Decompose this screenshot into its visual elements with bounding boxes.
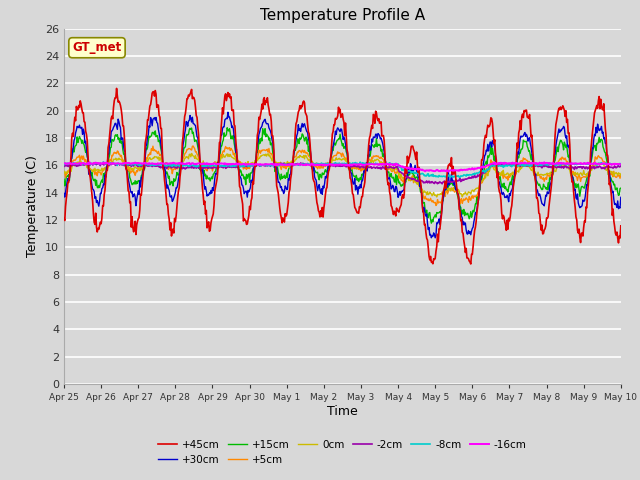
Line: -16cm: -16cm [64,162,621,171]
Line: +30cm: +30cm [64,112,621,238]
Legend: +45cm, +30cm, +15cm, +5cm, 0cm, -2cm, -8cm, -16cm: +45cm, +30cm, +15cm, +5cm, 0cm, -2cm, -8… [154,435,531,469]
Text: GT_met: GT_met [72,41,122,54]
X-axis label: Time: Time [327,405,358,418]
Line: +45cm: +45cm [64,88,621,264]
Y-axis label: Temperature (C): Temperature (C) [26,156,39,257]
Line: -8cm: -8cm [64,162,621,177]
Line: 0cm: 0cm [64,154,621,197]
Line: +5cm: +5cm [64,146,621,205]
Title: Temperature Profile A: Temperature Profile A [260,9,425,24]
Line: +15cm: +15cm [64,128,621,223]
Line: -2cm: -2cm [64,163,621,184]
